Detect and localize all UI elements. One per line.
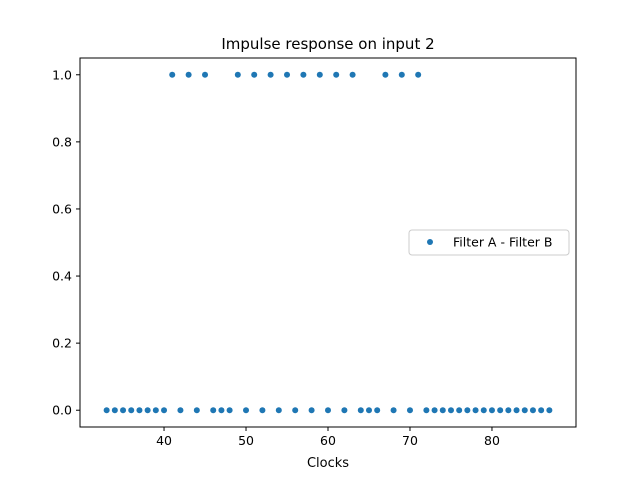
scatter-point (406, 407, 413, 414)
y-tick-label: 1.0 (52, 67, 72, 82)
scatter-point (243, 407, 250, 414)
y-tick-label: 0.4 (52, 269, 72, 284)
scatter-point (529, 407, 536, 414)
scatter-point (292, 407, 299, 414)
scatter-point (357, 407, 364, 414)
scatter-point (185, 71, 192, 78)
x-tick-label: 70 (402, 433, 418, 448)
scatter-point (415, 71, 422, 78)
scatter-point (161, 407, 168, 414)
scatter-point (546, 407, 553, 414)
scatter-point (103, 407, 110, 414)
legend-label: Filter A - Filter B (453, 235, 552, 250)
scatter-point (423, 407, 430, 414)
x-tick-label: 40 (156, 433, 172, 448)
x-tick-label: 80 (484, 433, 500, 448)
scatter-point (177, 407, 184, 414)
scatter-point (374, 407, 381, 414)
scatter-point (226, 407, 233, 414)
scatter-point (234, 71, 241, 78)
scatter-point (202, 71, 209, 78)
scatter-point (136, 407, 143, 414)
scatter-point (275, 407, 282, 414)
legend-box (408, 229, 570, 256)
scatter-point (152, 407, 159, 414)
scatter-point (193, 407, 200, 414)
scatter-point (398, 71, 405, 78)
scatter-point (456, 407, 463, 414)
scatter-point (472, 407, 479, 414)
scatter-point (349, 71, 356, 78)
scatter-point (513, 407, 520, 414)
scatter-point (169, 71, 176, 78)
scatter-point (128, 407, 135, 414)
scatter-point (365, 407, 372, 414)
scatter-point (120, 407, 127, 414)
scatter-point (464, 407, 471, 414)
scatter-point (447, 407, 454, 414)
scatter-point (431, 407, 438, 414)
scatter-point (505, 407, 512, 414)
scatter-point (210, 407, 217, 414)
scatter-point (259, 407, 266, 414)
y-tick-label: 0.8 (52, 134, 72, 149)
x-axis-ticks: 40 50 60 70 80 (156, 427, 500, 448)
x-tick-label: 50 (238, 433, 254, 448)
x-axis-label: Clocks (307, 456, 349, 471)
scatter-point (251, 71, 258, 78)
scatter-point (333, 71, 340, 78)
scatter-point (308, 407, 315, 414)
scatter-point (439, 407, 446, 414)
scatter-point (382, 71, 389, 78)
y-tick-label: 0.0 (52, 403, 72, 418)
scatter-point (300, 71, 307, 78)
scatter-point (497, 407, 504, 414)
scatter-point (341, 407, 348, 414)
x-tick-label: 60 (320, 433, 336, 448)
scatter-point (538, 407, 545, 414)
scatter-point (325, 407, 331, 414)
scatter-point (111, 407, 118, 414)
legend-marker (427, 239, 433, 245)
scatter-point (144, 407, 151, 414)
y-tick-label: 0.2 (52, 336, 72, 351)
scatter-point (488, 407, 495, 414)
scatter-point (284, 71, 291, 78)
y-axis-ticks: 0.0 0.2 0.4 0.6 0.8 1.0 (52, 67, 80, 418)
scatter-point (267, 71, 274, 78)
scatter-point (521, 407, 528, 414)
scatter-point (390, 407, 397, 414)
chart-title: Impulse response on input 2 (221, 35, 434, 53)
scatter-point (218, 407, 225, 414)
scatter-points (103, 71, 553, 414)
scatter-point (316, 71, 323, 78)
legend: Filter A - Filter B (408, 229, 570, 256)
y-tick-label: 0.6 (52, 201, 72, 216)
scatter-point (480, 407, 487, 414)
